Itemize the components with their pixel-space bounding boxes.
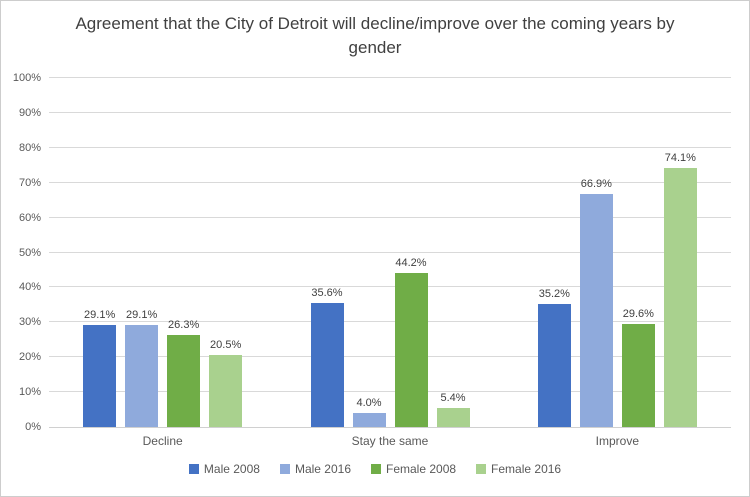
gridline (49, 77, 731, 78)
legend-swatch-icon (476, 464, 487, 474)
x-axis-category-label: Improve (595, 434, 639, 448)
bar-female-2016-stay-the-same (436, 408, 470, 427)
gridline (49, 391, 731, 393)
gridline (49, 181, 731, 183)
x-axis-category-label: Decline (142, 434, 183, 448)
y-axis-tick-label: 10% (18, 386, 41, 399)
legend-swatch-icon (279, 464, 290, 474)
y-axis-tick-label: 50% (18, 246, 41, 259)
bar-male-2008-improve (537, 304, 571, 427)
legend-item-male-2008: Male 2008 (188, 462, 260, 476)
bar-data-label: 35.6% (311, 286, 343, 299)
gridline (49, 111, 731, 113)
bar-male-2016-improve (579, 193, 613, 427)
bar-female-2008-decline (167, 335, 201, 427)
bar-data-label: 35.2% (538, 288, 570, 301)
bar-male-2008-decline (83, 325, 117, 427)
y-axis-tick-label: 70% (18, 176, 41, 189)
bar-data-label: 74.1% (664, 152, 696, 165)
legend-label: Male 2008 (203, 462, 260, 476)
bar-male-2016-stay-the-same (352, 413, 386, 427)
bar-female-2008-stay-the-same (394, 272, 428, 427)
bar-data-label: 26.3% (168, 319, 200, 332)
y-axis-tick-label: 100% (12, 72, 41, 84)
x-axis-line (49, 427, 731, 428)
gridline (49, 321, 731, 323)
bar-data-label: 4.0% (356, 397, 382, 410)
legend-swatch-icon (188, 464, 199, 474)
legend-label: Female 2008 (386, 462, 457, 476)
plot-area: 29.1% 29.1% 26.3% 20.5% 35.6% 4.0% 44.2% 5.4% 35… (49, 77, 731, 428)
bar-male-2008-stay-the-same (310, 302, 344, 427)
y-axis-tick-label: 60% (18, 211, 41, 224)
legend-swatch-icon (371, 464, 381, 474)
gridline (49, 216, 731, 218)
legend-label: Female 2016 (491, 462, 562, 476)
y-axis-tick-label: 20% (18, 351, 41, 364)
legend-label: Male 2016 (294, 462, 351, 476)
gridline (49, 146, 731, 148)
legend-item-female-2016: Female 2016 (476, 462, 561, 476)
bar-data-label: 44.2% (395, 256, 427, 269)
bar-female-2016-improve (663, 168, 697, 427)
legend-item-male-2016: Male 2016 (279, 462, 351, 476)
bar-female-2008-improve (621, 323, 655, 427)
gridline (49, 356, 731, 358)
bar-data-label: 20.5% (210, 339, 242, 352)
gridline (49, 286, 731, 288)
y-axis-tick-label: 90% (18, 106, 41, 119)
bar-data-label: 29.1% (126, 309, 158, 322)
y-axis-tick-label: 30% (18, 316, 41, 329)
y-axis-tick-label: 80% (18, 141, 41, 154)
gridline (49, 251, 731, 253)
y-axis-tick-label: 0% (25, 421, 41, 433)
bar-data-label: 66.9% (580, 177, 612, 190)
y-axis-tick-label: 40% (18, 281, 41, 294)
legend: Male 2008 Male 2016 Female 2008 Female 2016 (1, 462, 749, 476)
x-axis-category-label: Stay the same (351, 434, 429, 448)
bar-male-2016-decline (125, 325, 159, 427)
bar-female-2016-decline (209, 355, 243, 427)
bar-data-label: 29.1% (84, 309, 116, 322)
bar-data-label: 29.6% (622, 307, 654, 320)
bar-data-label: 5.4% (440, 392, 466, 405)
legend-item-female-2008: Female 2008 (371, 462, 456, 476)
chart-title: Agreement that the City of Detroit will … (75, 14, 675, 57)
